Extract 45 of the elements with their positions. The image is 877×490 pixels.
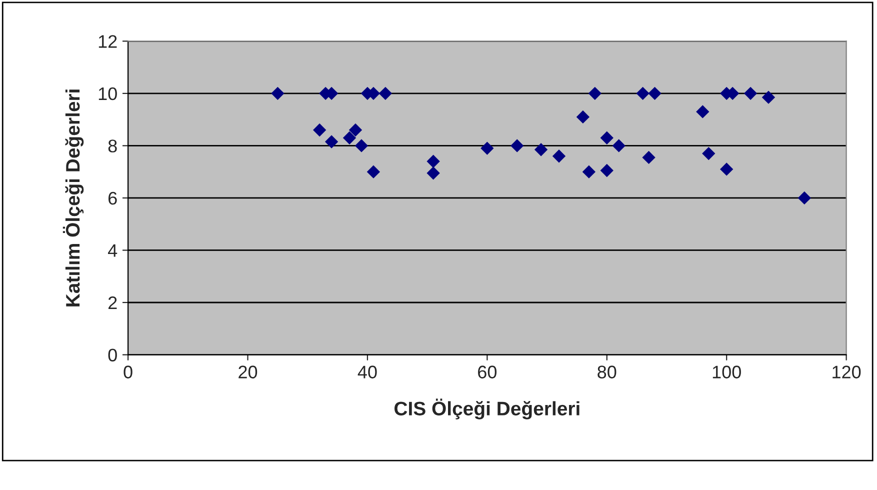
x-tick-label: 120 [832,366,861,378]
y-tick-label: 10 [98,87,117,100]
x-tick-label: 40 [358,366,377,378]
point [720,162,734,176]
point [636,86,650,100]
y-axis-title: Katılım Ölçeği Değerleri [62,90,84,306]
y-tick-label: 0 [108,348,117,362]
point [426,166,440,180]
y-tick-label: 8 [108,140,117,152]
point [588,86,602,100]
y-tick-label: 6 [108,192,117,205]
point [271,86,284,100]
point [612,139,626,152]
x-tick-label: 100 [712,366,741,378]
point [324,135,338,148]
y-tick-label: 2 [108,296,117,310]
point [354,139,368,152]
point [600,164,614,178]
y-tick-label: 12 [98,35,117,48]
x-axis-title: CIS Ölçeği Değerleri [394,398,580,420]
point [366,165,380,178]
x-tick-label: 0 [124,366,132,378]
point [348,123,362,137]
point [744,86,758,100]
point [600,131,614,144]
point [762,90,776,104]
point [342,131,356,144]
point [702,146,716,160]
y-tick-label: 4 [108,244,118,257]
x-tick-label: 80 [598,366,616,378]
point [552,150,566,163]
point [696,105,710,118]
x-tick-label: 60 [478,366,497,378]
x-tick-label: 20 [238,366,258,378]
point [648,86,662,100]
point [582,165,596,178]
point [378,86,392,100]
point [480,142,494,155]
point [576,110,590,124]
point [534,143,548,156]
point [426,154,440,168]
point [510,139,524,152]
point [312,123,326,137]
point [798,191,811,205]
point [642,150,656,164]
